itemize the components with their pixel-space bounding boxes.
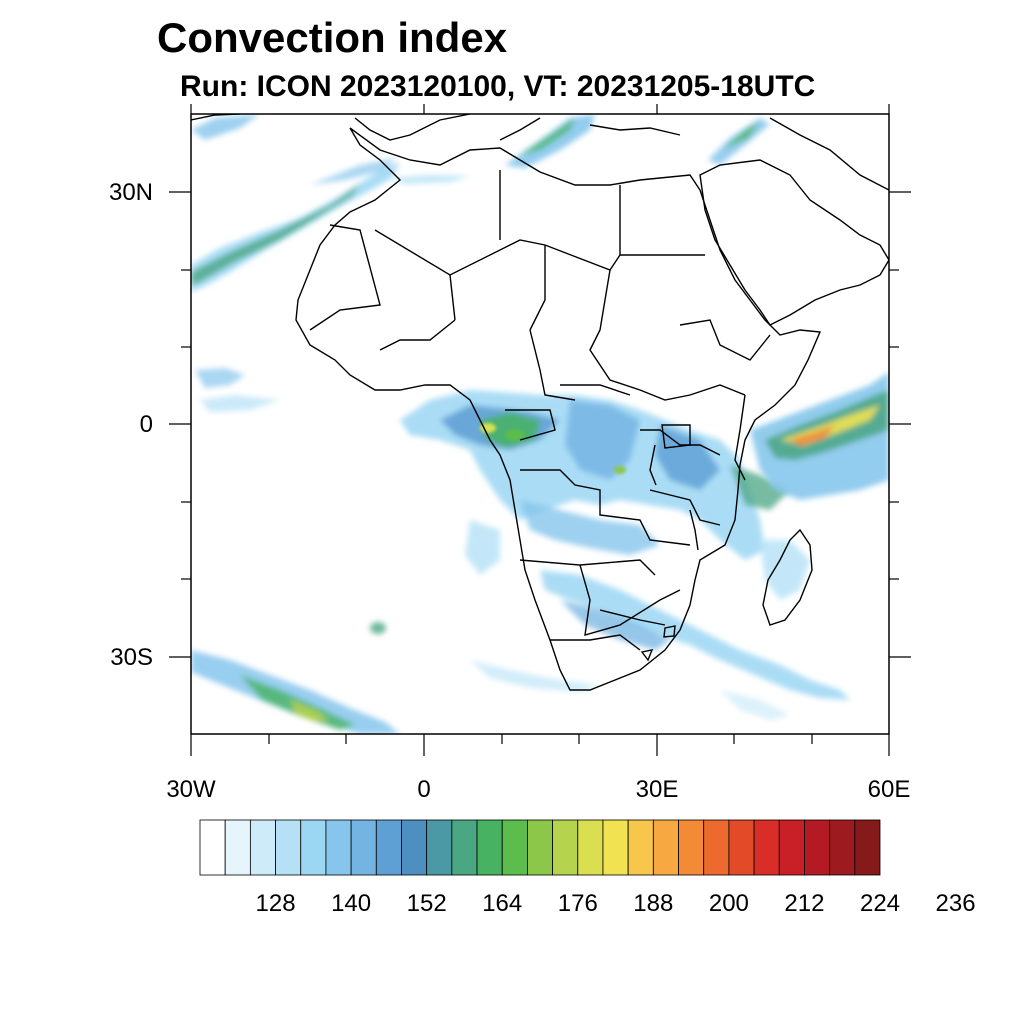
colorbar-label: 152 (407, 890, 447, 917)
y-tick-label: 30N (109, 179, 153, 206)
y-tick-label: 30S (110, 644, 153, 671)
colorbar-label: 212 (784, 890, 824, 917)
coastlines (191, 114, 889, 691)
colorbar-swatch (426, 819, 453, 876)
x-tick-label: 30E (636, 776, 679, 803)
x-tick-labels: 30W 0 30E 60E (166, 776, 910, 803)
colorbar-swatch (249, 819, 276, 876)
convection-field (191, 114, 889, 734)
colorbar-swatch (325, 819, 352, 876)
colorbar-swatch (527, 819, 553, 876)
colorbar-swatch (451, 819, 478, 876)
colorbar-swatch (804, 819, 831, 876)
colorbar-swatch (627, 819, 654, 876)
colorbar-swatch (224, 819, 251, 876)
colorbar-swatch (375, 819, 402, 876)
colorbar-swatch (829, 819, 856, 876)
colorbar-swatch (552, 819, 579, 876)
colorbar-swatch (577, 819, 604, 876)
colorbar-swatch (703, 819, 730, 876)
colorbar-swatch (199, 819, 226, 876)
colorbar-label: 236 (936, 890, 976, 917)
map-title: Convection index (157, 14, 508, 61)
colorbar-label: 176 (558, 890, 598, 917)
tick-marks (169, 104, 911, 756)
colorbar-swatch (300, 819, 327, 876)
colorbar-label: 164 (482, 890, 522, 917)
colorbar-swatch (678, 819, 705, 876)
colorbar-swatch (476, 819, 503, 876)
x-tick-label: 60E (868, 776, 911, 803)
colorbar-swatch (753, 819, 780, 876)
colorbar-swatch (854, 819, 881, 876)
colorbar-label: 128 (256, 890, 296, 917)
y-tick-labels: 30N 0 30S (109, 179, 153, 671)
colorbar-swatch (401, 819, 428, 876)
colorbar-swatch (275, 819, 302, 876)
map-subtitle: Run: ICON 2023120100, VT: 20231205-18UTC (180, 70, 816, 103)
colorbar (199, 819, 881, 876)
colorbar-swatch (778, 819, 805, 876)
colorbar-label: 140 (331, 890, 371, 917)
y-tick-label: 0 (140, 411, 153, 438)
colorbar-swatch (501, 819, 528, 876)
colorbar-label: 200 (709, 890, 749, 917)
x-tick-label: 30W (166, 776, 216, 803)
colorbar-labels: 128 140 152 164 176 188 200 212 224 236 (256, 890, 976, 917)
colorbar-swatch (652, 819, 679, 876)
x-tick-label: 0 (417, 776, 430, 803)
colorbar-label: 224 (860, 890, 900, 917)
colorbar-label: 188 (633, 890, 673, 917)
colorbar-swatch (350, 819, 377, 876)
colorbar-swatch (728, 819, 755, 876)
colorbar-swatch (602, 819, 629, 876)
